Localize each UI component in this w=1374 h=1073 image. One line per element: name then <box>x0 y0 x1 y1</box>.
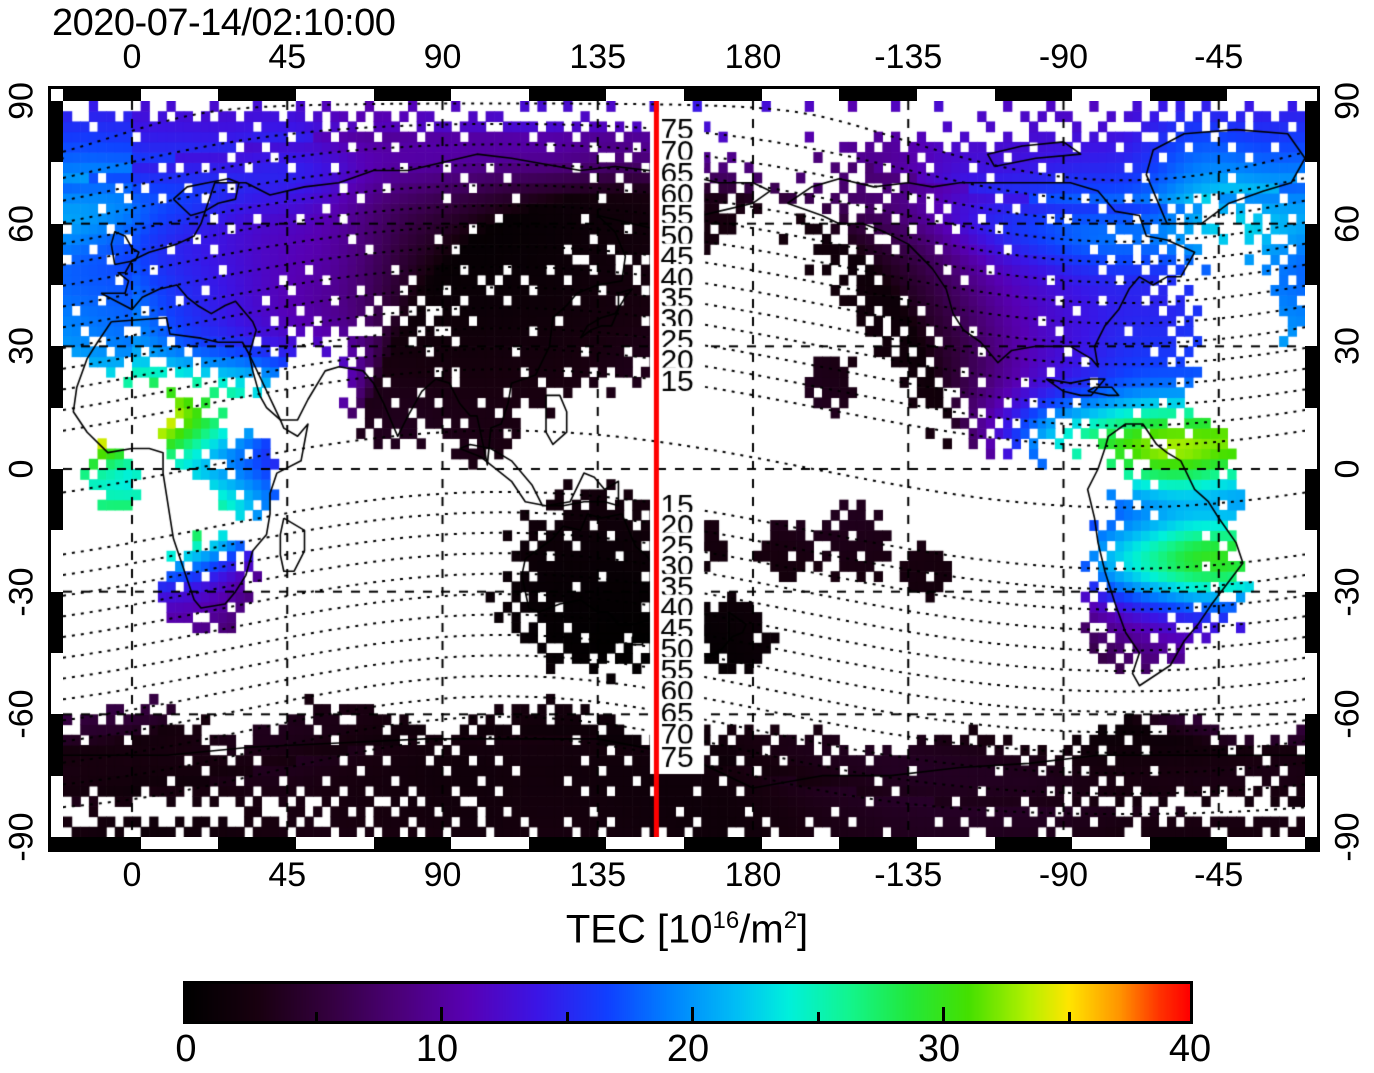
colorbar-major-tick-30 <box>942 1007 945 1021</box>
colorbar-minor-tick-5 <box>314 1012 318 1021</box>
y-axis-tick-right--90: -90 <box>1328 812 1367 862</box>
colorbar-major-tick-10 <box>440 1007 443 1021</box>
colorbar-title-end: ] <box>797 907 809 952</box>
colorbar-minor-tick-15 <box>565 1012 569 1021</box>
y-axis-tick-left-90: 90 <box>2 82 41 120</box>
x-axis-tick-top--45: -45 <box>1194 38 1244 76</box>
x-axis-tick-bottom--135: -135 <box>874 856 943 894</box>
y-axis-tick-left-60: 60 <box>2 204 41 243</box>
colorbar[interactable] <box>183 981 1193 1024</box>
y-axis-tick-left-30: 30 <box>2 327 41 366</box>
y-axis-tick-right-30: 30 <box>1328 327 1367 366</box>
x-axis-tick-bottom-0: 0 <box>122 856 142 894</box>
x-axis-tick-top-0: 0 <box>122 38 142 76</box>
x-axis-tick-top--90: -90 <box>1038 38 1089 76</box>
x-axis-tick-top-90: 90 <box>423 38 462 76</box>
x-axis-tick-bottom-135: 135 <box>569 856 627 894</box>
x-axis-tick-bottom-180: 180 <box>724 856 782 894</box>
colorbar-title-main: TEC [10 <box>565 907 713 952</box>
y-axis-tick-left-0: 0 <box>2 459 41 479</box>
colorbar-tick-label-10: 10 <box>415 1028 459 1070</box>
x-axis-tick-top-45: 45 <box>268 38 307 76</box>
frame-border-right <box>1305 89 1317 849</box>
x-axis-tick-top-135: 135 <box>569 38 627 76</box>
colorbar-minor-tick-25 <box>816 1012 820 1021</box>
y-axis-tick-left--90: -90 <box>2 812 41 862</box>
tec-map-area[interactable] <box>63 101 1305 837</box>
colorbar-title: TEC [1016/m2] <box>566 907 808 952</box>
x-axis-tick-bottom-90: 90 <box>423 856 462 894</box>
colorbar-tick-label-20: 20 <box>666 1028 710 1070</box>
colorbar-title-mid: /m <box>739 907 784 952</box>
frame-border-bottom <box>51 837 1317 849</box>
colorbar-major-tick-20 <box>691 1007 694 1021</box>
x-axis-tick-bottom--90: -90 <box>1038 856 1089 894</box>
x-axis-tick-top-180: 180 <box>724 38 782 76</box>
page-title: 2020-07-14/02:10:00 <box>52 2 396 44</box>
colorbar-gradient <box>186 984 1190 1021</box>
y-axis-tick-left--60: -60 <box>2 689 41 739</box>
colorbar-tick-label-0: 0 <box>175 1028 197 1070</box>
colorbar-tick-label-40: 40 <box>1168 1028 1212 1070</box>
colorbar-title-exp2: 2 <box>783 907 798 934</box>
y-axis-tick-left--30: -30 <box>2 567 41 617</box>
colorbar-minor-tick-35 <box>1067 1012 1071 1021</box>
frame-border-left <box>51 89 63 849</box>
x-axis-tick-bottom-45: 45 <box>268 856 307 894</box>
y-axis-tick-right-60: 60 <box>1328 204 1367 243</box>
y-axis-tick-right--60: -60 <box>1328 689 1367 739</box>
tec-heatmap-canvas[interactable] <box>63 101 1305 837</box>
colorbar-title-exp1: 16 <box>712 907 740 934</box>
y-axis-tick-right-0: 0 <box>1328 459 1367 479</box>
x-axis-tick-bottom--45: -45 <box>1194 856 1244 894</box>
frame-border-top <box>51 89 1317 101</box>
map-plot-frame <box>48 86 1320 852</box>
colorbar-tick-label-30: 30 <box>917 1028 961 1070</box>
x-axis-tick-top--135: -135 <box>874 38 943 76</box>
y-axis-tick-right--30: -30 <box>1328 567 1367 617</box>
y-axis-tick-right-90: 90 <box>1328 82 1367 120</box>
